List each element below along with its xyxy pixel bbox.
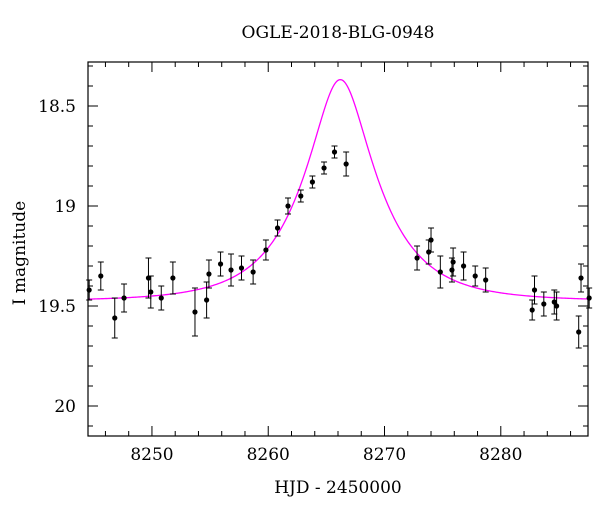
point-marker: [578, 275, 584, 281]
plot-frame: [87, 61, 589, 437]
data-point: [250, 259, 257, 285]
x-tick-label: 8260: [247, 445, 290, 465]
chart-title: OGLE-2018-BLG-0948: [242, 23, 435, 43]
point-marker: [554, 303, 560, 309]
point-marker: [145, 275, 152, 281]
point-marker: [206, 271, 212, 277]
point-marker: [285, 203, 291, 209]
y-tick-label: 20: [54, 397, 76, 417]
point-marker: [449, 267, 455, 273]
data-point: [238, 255, 245, 281]
data-point: [551, 289, 558, 315]
point-marker: [204, 297, 210, 303]
data-point: [169, 261, 176, 295]
y-tick-label: 19: [54, 197, 76, 217]
point-marker: [586, 295, 592, 301]
model-curve: [87, 78, 589, 300]
data-point: [262, 239, 269, 261]
x-tick-label: 8250: [130, 445, 173, 465]
data-point: [297, 189, 304, 203]
data-point: [482, 267, 489, 293]
data-point: [414, 245, 421, 271]
data-point: [285, 197, 291, 215]
x-tick-label: 8270: [363, 445, 406, 465]
point-marker: [472, 273, 478, 279]
point-marker: [428, 237, 434, 243]
point-marker: [158, 295, 164, 301]
tick-labels: 8250 8260 8270 8280 18.5 19 19.5 20: [38, 97, 522, 465]
point-marker: [238, 265, 245, 271]
point-marker: [309, 179, 316, 185]
y-tick-label: 19.5: [38, 297, 76, 317]
point-marker: [250, 269, 256, 275]
point-marker: [98, 273, 104, 279]
tick-marks: [88, 62, 588, 436]
point-marker: [112, 315, 118, 321]
data-point: [578, 263, 585, 293]
point-marker: [170, 275, 176, 281]
point-marker: [460, 263, 467, 269]
point-marker: [541, 301, 547, 307]
y-tick-label: 18.5: [38, 97, 76, 117]
data-point: [540, 291, 547, 317]
point-marker: [576, 329, 582, 335]
data-point: [428, 227, 435, 253]
point-marker: [121, 295, 127, 301]
point-marker: [343, 161, 349, 167]
data-point: [158, 285, 165, 311]
data-point: [553, 291, 560, 321]
point-marker: [86, 287, 92, 293]
data-point: [86, 279, 93, 301]
data-point: [472, 265, 479, 287]
data-point: [205, 259, 212, 289]
point-marker: [217, 261, 224, 267]
data-point: [529, 299, 536, 321]
point-marker: [263, 247, 269, 253]
point-marker: [274, 225, 281, 231]
data-point: [321, 161, 328, 175]
point-marker: [331, 149, 338, 155]
point-marker: [551, 299, 557, 305]
data-point: [217, 251, 224, 277]
data-point: [191, 287, 198, 337]
data-point: [111, 297, 118, 339]
x-tick-label: 8280: [479, 445, 522, 465]
point-marker: [483, 277, 489, 283]
point-marker: [192, 309, 198, 315]
point-marker: [437, 269, 443, 275]
point-marker: [531, 287, 538, 293]
data-point: [586, 287, 593, 309]
y-axis-label: I magnitude: [10, 201, 30, 305]
data-points-layer: [86, 145, 593, 349]
data-point: [575, 315, 582, 349]
point-marker: [414, 255, 420, 261]
data-point: [147, 275, 154, 309]
point-marker: [529, 307, 535, 313]
data-point: [121, 283, 128, 313]
data-point: [460, 251, 467, 281]
data-point: [274, 219, 281, 237]
data-point: [450, 247, 457, 277]
point-marker: [228, 267, 234, 273]
data-point: [437, 255, 444, 289]
point-marker: [321, 165, 327, 171]
data-point: [97, 261, 104, 291]
data-point: [309, 175, 316, 189]
data-point: [228, 253, 235, 287]
data-point: [531, 275, 538, 305]
data-point: [343, 151, 350, 177]
data-point: [331, 145, 338, 159]
model-curve-layer: [87, 78, 589, 300]
point-marker: [298, 193, 304, 199]
x-axis-label: HJD - 2450000: [274, 478, 402, 498]
point-marker: [450, 259, 456, 265]
point-marker: [148, 289, 154, 295]
